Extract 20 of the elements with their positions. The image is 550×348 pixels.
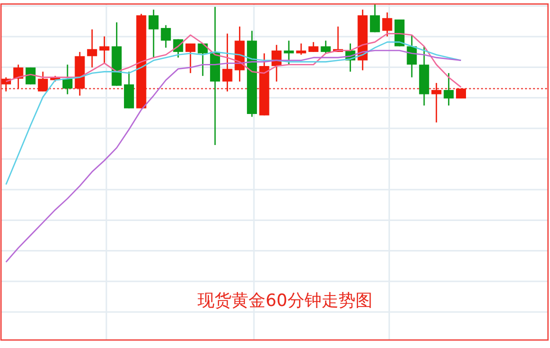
- candlestick: [38, 71, 48, 92]
- candlestick: [62, 64, 72, 95]
- candlestick: [99, 36, 110, 64]
- candlestick: [284, 40, 294, 66]
- candlestick: [296, 42, 306, 56]
- candlestick: [124, 71, 134, 109]
- candlestick: [222, 32, 232, 92]
- candlestick: [382, 12, 392, 38]
- candlestick: [320, 40, 331, 54]
- candlestick: [148, 8, 159, 58]
- candlestick: [87, 28, 98, 68]
- candlestick: [185, 42, 196, 74]
- text: 现货黄金60分钟走势图: [198, 291, 372, 311]
- candlestick: [198, 42, 208, 77]
- candlestick: [160, 24, 171, 48]
- candlestick: [431, 82, 442, 124]
- candlestick: [456, 88, 466, 100]
- candlestick: [308, 41, 318, 53]
- candlestick: [370, 3, 380, 33]
- candlestick: [444, 72, 454, 106]
